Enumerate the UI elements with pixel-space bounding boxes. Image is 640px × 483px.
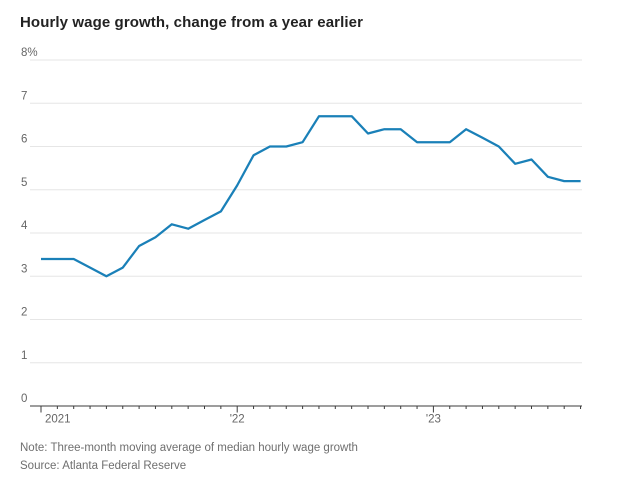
y-tick-label-5: 5 (21, 177, 27, 189)
wage-chart-svg: 0 1 2 3 4 5 6 7 8% 2021 '22 '23 (21, 47, 582, 426)
x-tick-label-22: '22 (230, 414, 245, 426)
y-tick-label-1: 1 (21, 350, 27, 362)
note-text: Note: Three-month moving average of medi… (20, 442, 358, 454)
y-tick-label-4: 4 (21, 220, 28, 232)
chart-footnotes: Note: Three-month moving average of medi… (20, 439, 358, 475)
y-tick-label-8pct: 8% (21, 47, 38, 59)
y-tick-label-7: 7 (21, 90, 27, 102)
y-tick-label-3: 3 (21, 263, 27, 275)
source-text: Source: Atlanta Federal Reserve (20, 460, 187, 472)
chart-title: Hourly wage growth, change from a year e… (20, 14, 364, 31)
y-tick-label-2: 2 (21, 307, 27, 319)
wage-growth-series-path (41, 115, 581, 278)
y-axis-labels: 0 1 2 3 4 5 6 7 8% (21, 47, 38, 405)
y-tick-label-6: 6 (21, 134, 27, 146)
y-gridlines (30, 59, 582, 364)
x-tick-label-2021: 2021 (45, 414, 71, 426)
wage-growth-line (41, 115, 581, 278)
x-axis (30, 405, 582, 413)
x-axis-labels: 2021 '22 '23 (45, 414, 441, 426)
y-tick-label-0: 0 (21, 393, 27, 405)
x-tick-label-23: '23 (426, 414, 441, 426)
